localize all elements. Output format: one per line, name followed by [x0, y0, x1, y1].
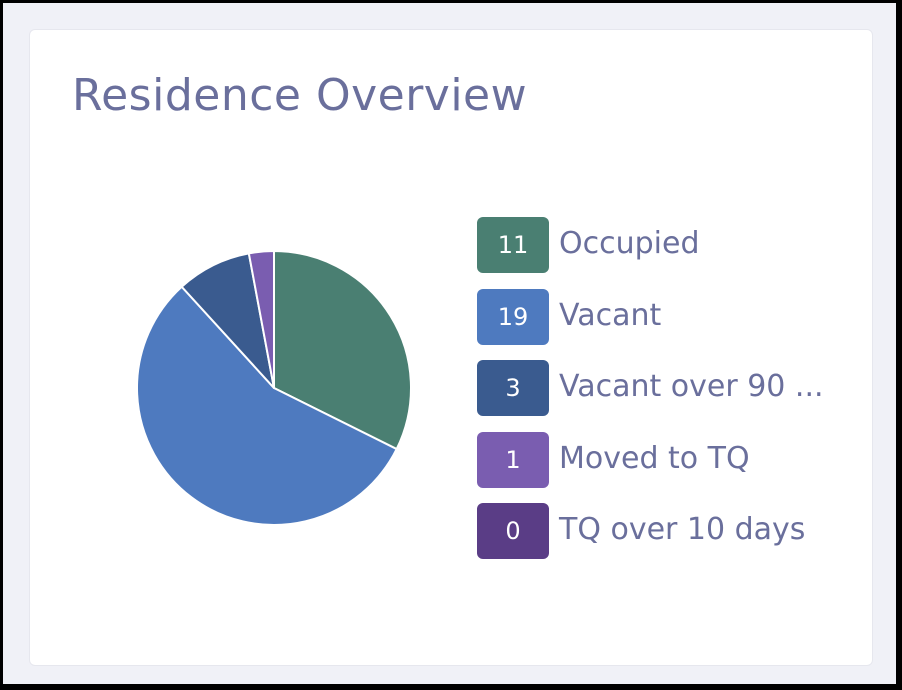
pie-slice-vacant[interactable]	[136, 285, 398, 526]
pie-slice-moved-to-tq[interactable]	[247, 250, 275, 389]
legend-label: Vacant over 90 ...	[559, 369, 824, 404]
legend-label: Occupied	[559, 226, 700, 261]
pie-slice-occupied[interactable]	[273, 250, 412, 451]
legend-item-occupied[interactable]: 11 Occupied	[477, 217, 862, 273]
legend-count-badge: 19	[477, 288, 549, 345]
legend-count-badge: 0	[477, 503, 549, 559]
chart-legend: 11 Occupied 19 Vacant 3 Vacant over 90 .…	[477, 217, 862, 575]
legend-item-tq-over-10-days[interactable]: 0 TQ over 10 days	[477, 503, 862, 559]
legend-label: TQ over 10 days	[559, 512, 806, 547]
app-frame: Residence Overview 11 Occupied 19 Vacant…	[3, 3, 896, 684]
card-title: Residence Overview	[72, 70, 528, 121]
legend-count-badge: 11	[477, 217, 549, 273]
legend-count-badge: 1	[477, 431, 549, 488]
legend-item-vacant[interactable]: 19 Vacant	[477, 288, 862, 345]
legend-item-vacant-over-90[interactable]: 3 Vacant over 90 ...	[477, 360, 862, 416]
residence-overview-card: Residence Overview 11 Occupied 19 Vacant…	[29, 29, 873, 666]
legend-label: Moved to TQ	[559, 440, 750, 476]
legend-label: Vacant	[559, 297, 662, 333]
legend-item-moved-to-tq[interactable]: 1 Moved to TQ	[477, 431, 862, 488]
residence-pie-chart	[136, 250, 412, 526]
legend-count-badge: 3	[477, 360, 549, 416]
